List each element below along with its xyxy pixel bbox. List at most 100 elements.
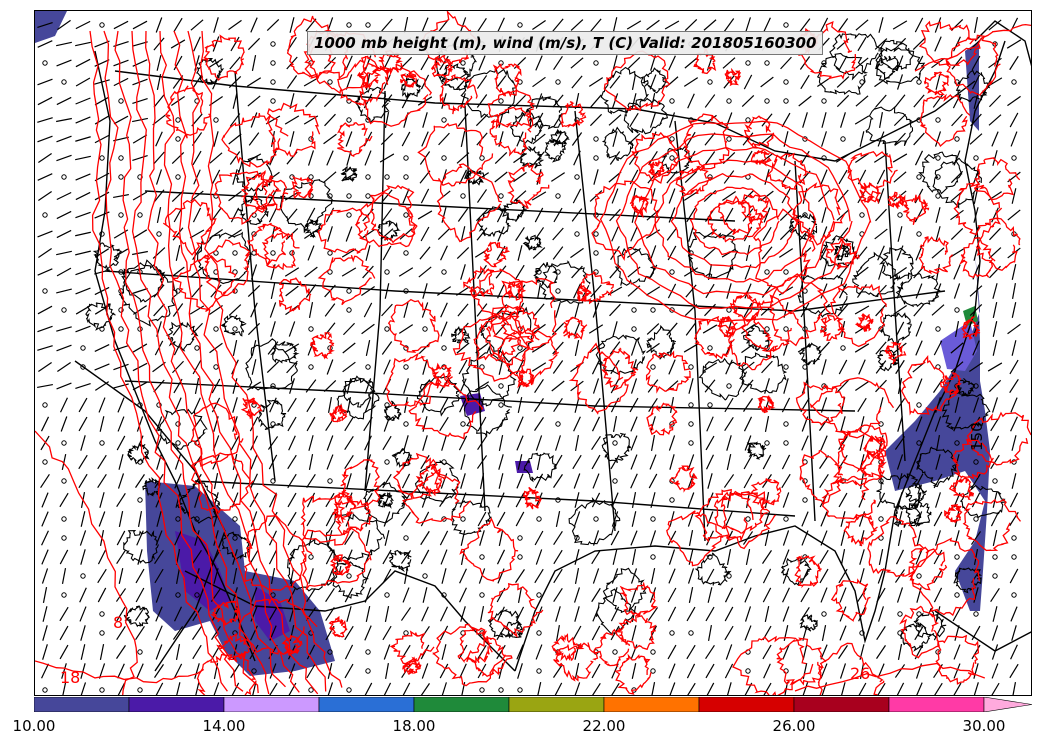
- calm-wind-marker: [669, 307, 675, 313]
- calm-wind-marker: [859, 212, 865, 218]
- wind-barb: [228, 19, 242, 31]
- calm-wind-marker: [650, 554, 656, 560]
- calm-wind-marker: [61, 440, 67, 446]
- wind-barb: [953, 663, 961, 679]
- wind-barb: [874, 228, 888, 240]
- wind-barb: [855, 19, 869, 31]
- wind-barb: [457, 208, 469, 222]
- wind-barb: [42, 606, 48, 622]
- wind-barb: [232, 93, 238, 109]
- wind-barb: [877, 606, 885, 622]
- wind-barb: [420, 530, 430, 546]
- wind-barb: [668, 568, 676, 584]
- temperature-contour-line: [463, 265, 495, 298]
- calm-wind-marker: [422, 573, 428, 579]
- wind-barb: [80, 625, 86, 641]
- wind-barb: [668, 435, 676, 451]
- wind-barb: [420, 511, 430, 527]
- wind-barb: [287, 397, 297, 413]
- height-contour-line: [895, 272, 941, 308]
- wind-barb: [668, 549, 676, 565]
- wind-barb: [782, 606, 790, 622]
- temperature-contour-line: [720, 490, 770, 534]
- height-contour-line: [463, 384, 512, 437]
- wind-barb: [1006, 39, 1022, 49]
- wind-barb: [741, 361, 755, 373]
- temperature-contour-line: [859, 450, 887, 481]
- calm-wind-marker: [479, 592, 485, 598]
- calm-wind-marker: [650, 649, 656, 655]
- colorbar-label: 18.00: [392, 717, 436, 735]
- wind-barb: [723, 18, 735, 32]
- temperature-contour-line: [753, 208, 816, 295]
- wind-barb: [933, 625, 943, 641]
- calm-wind-marker: [745, 668, 751, 674]
- wind-barb: [132, 155, 148, 161]
- temperature-contour-line: [902, 194, 930, 225]
- calm-wind-marker: [992, 554, 998, 560]
- wind-barb: [232, 340, 238, 356]
- calm-wind-marker: [973, 155, 979, 161]
- wind-barb: [270, 321, 276, 337]
- wind-barb: [821, 682, 828, 695]
- wind-barb: [439, 416, 449, 432]
- wind-barb: [859, 549, 865, 565]
- calm-wind-marker: [498, 383, 504, 389]
- height-contour-line: [340, 165, 358, 183]
- calm-wind-marker: [270, 41, 276, 47]
- wind-barb: [153, 37, 165, 51]
- wind-barb: [704, 132, 716, 146]
- temperature-contour-line: [389, 630, 435, 669]
- calm-wind-marker: [365, 649, 371, 655]
- wind-barb: [935, 226, 941, 242]
- wind-barb: [1009, 112, 1019, 128]
- wind-barb: [706, 416, 714, 432]
- height-contour-line: [916, 446, 958, 488]
- wind-barb: [684, 57, 698, 69]
- calm-wind-marker: [42, 288, 48, 294]
- wind-barb: [192, 207, 202, 223]
- wind-barb: [991, 207, 999, 223]
- calm-wind-marker: [612, 649, 618, 655]
- wind-barb: [213, 17, 219, 33]
- wind-barb: [460, 264, 466, 280]
- wind-barb: [630, 435, 638, 451]
- wind-barb: [970, 531, 982, 545]
- wind-barb: [972, 340, 980, 356]
- height-contour-line: [123, 605, 150, 628]
- wind-barb: [97, 549, 107, 565]
- height-contours: [85, 33, 1007, 652]
- wind-barb: [516, 644, 524, 660]
- wind-barb: [570, 19, 584, 31]
- wind-barb: [649, 74, 657, 90]
- calm-wind-marker: [270, 60, 276, 66]
- calm-wind-marker: [346, 22, 352, 28]
- wind-barb: [688, 587, 694, 603]
- wind-barb: [858, 682, 867, 695]
- wind-barb: [56, 382, 72, 390]
- temperature-contour-line: [840, 424, 888, 473]
- temperature-contour-line: [619, 581, 658, 617]
- wind-barb: [153, 379, 165, 393]
- wind-barb: [460, 549, 466, 565]
- wind-barb: [821, 625, 827, 641]
- calm-wind-marker: [973, 611, 979, 617]
- height-contour-line: [118, 259, 178, 327]
- wind-barb: [383, 644, 391, 660]
- calm-wind-marker: [1011, 554, 1017, 560]
- wind-barb: [459, 378, 467, 394]
- wind-barb: [741, 95, 755, 107]
- height-contour-line: [955, 69, 991, 103]
- wind-barb: [460, 530, 466, 546]
- wind-barb: [57, 19, 71, 31]
- wind-barb: [591, 663, 601, 679]
- temperature-contour-line: [669, 465, 698, 493]
- height-contour-line: [905, 483, 928, 503]
- wind-barb: [934, 131, 942, 147]
- wind-barb: [289, 131, 295, 147]
- wind-barb: [857, 36, 867, 52]
- wind-barb: [591, 587, 601, 603]
- wind-barb: [230, 207, 240, 223]
- wind-barb: [41, 530, 49, 546]
- wind-barb: [895, 549, 905, 565]
